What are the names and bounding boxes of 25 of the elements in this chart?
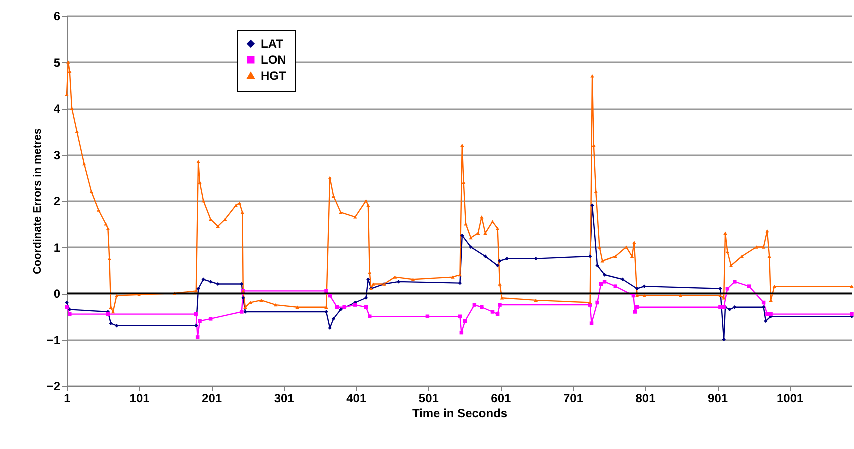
- y-tick-label: 0: [54, 287, 61, 301]
- x-axis-title: Time in Seconds: [412, 406, 508, 420]
- x-tick-label: 1001: [776, 392, 804, 406]
- legend-label: LON: [261, 53, 286, 67]
- x-tick-label: 601: [491, 392, 512, 406]
- y-tick-label: 5: [54, 56, 61, 70]
- x-tick-label: 1: [64, 392, 72, 406]
- y-tick-label: −2: [46, 380, 61, 394]
- x-tick-label: 401: [346, 392, 367, 406]
- x-tick-label: 901: [708, 392, 728, 406]
- x-tick-label: 201: [202, 392, 222, 406]
- legend-label: HGT: [261, 69, 287, 83]
- y-axis-title: Coordinate Errors in metres: [32, 128, 44, 275]
- x-tick-label: 701: [563, 392, 584, 406]
- x-tick-label: 801: [636, 392, 656, 406]
- x-tick-label: 501: [418, 392, 440, 406]
- y-tick-label: 3: [54, 148, 61, 162]
- y-tick-label: −1: [46, 333, 61, 348]
- y-tick-label: 4: [54, 102, 61, 116]
- y-tick-label: 1: [54, 240, 61, 255]
- y-tick-label: 2: [54, 194, 61, 208]
- x-tick-label: 301: [274, 392, 295, 406]
- legend-label: LAT: [261, 37, 284, 51]
- x-tick-label: 101: [130, 392, 150, 406]
- y-tick-label: 6: [54, 10, 61, 24]
